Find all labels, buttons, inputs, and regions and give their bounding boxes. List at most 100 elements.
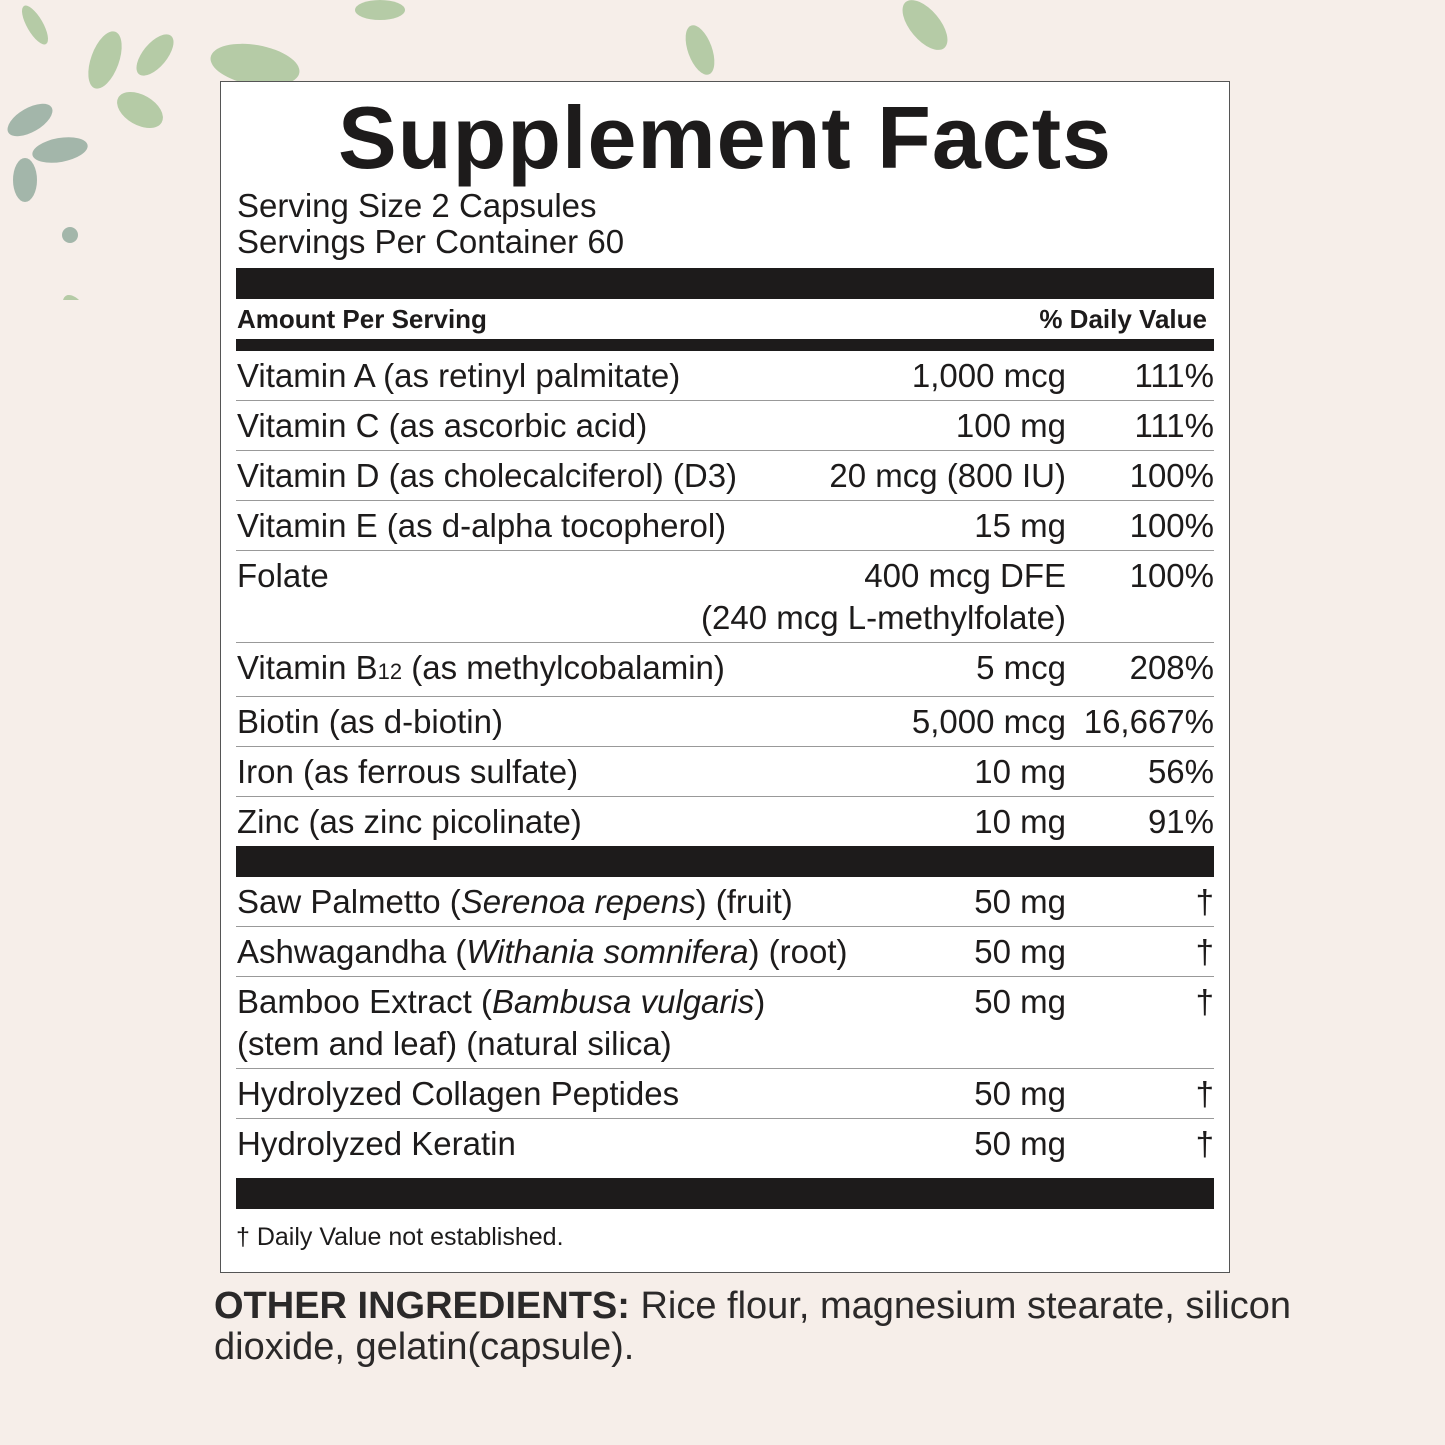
serving-size: Serving Size 2 Capsules (237, 187, 597, 224)
ingredient-name-part: Iron (as ferrous sulfate) (237, 753, 579, 790)
ingredient-name-part: Serenoa repens (460, 883, 696, 920)
amount-line: 50 mg (974, 1075, 1066, 1112)
ingredient-daily-value: † (1195, 1125, 1214, 1162)
ingredient-daily-value: 208% (1129, 649, 1214, 686)
footnote: † Daily Value not established. (236, 1223, 564, 1251)
ingredient-name-part: Vitamin C (as ascorbic acid) (237, 407, 648, 444)
ingredient-name: Hydrolyzed Collagen Peptides (237, 1073, 974, 1115)
ingredient-name: Zinc (as zinc picolinate) (237, 801, 974, 843)
ingredient-amount: 5 mcg (976, 647, 1066, 693)
ingredient-name-part: Hydrolyzed Keratin (237, 1125, 516, 1162)
amount-per-serving-label: Amount Per Serving (237, 303, 487, 334)
ingredient-name-part: ) (fruit) (695, 883, 793, 920)
ingredient-name-part: Ashwagandha ( (237, 933, 467, 970)
ingredient-name: Biotin (as d-biotin) (237, 701, 912, 743)
divider-thick (236, 268, 1214, 299)
table-row: Folate 400 mcg DFE (240 mcg L-methylfolate… (236, 551, 1214, 643)
ingredient-amount: 50 mg (974, 881, 1066, 923)
ingredient-name: Bamboo Extract (Bambusa vulgaris) (stem a… (237, 981, 974, 1065)
ingredient-name-part: 12 (377, 659, 403, 684)
ingredient-amount: 1,000 mcg (912, 355, 1066, 397)
table-row: Ashwagandha (Withania somnifera) (root) 5… (236, 927, 1214, 977)
ingredient-name: Hydrolyzed Keratin (237, 1123, 974, 1165)
ingredient-name: Ashwagandha (Withania somnifera) (root) (237, 931, 974, 973)
amount-line: 50 mg (974, 1125, 1066, 1162)
other-ingredients-text: Rice flour, magnesium stearate, silicon … (214, 1285, 1291, 1368)
ingredient-name-part: Vitamin D (as cholecalciferol) (D3) (237, 457, 738, 494)
amount-line: 20 mcg (800 IU) (829, 457, 1066, 494)
ingredient-amount: 10 mg (974, 751, 1066, 793)
ingredient-daily-value: 111% (1134, 357, 1214, 394)
table-row: Zinc (as zinc picolinate) 10 mg 91% (236, 797, 1214, 846)
ingredient-name-part: Vitamin E (as d-alpha tocopherol) (237, 507, 727, 544)
amount-line: 50 mg (974, 883, 1066, 920)
ingredient-name-part: ) (root) (748, 933, 848, 970)
amount-line: 5 mcg (976, 649, 1066, 686)
amount-line: 1,000 mcg (911, 357, 1066, 394)
ingredient-name-part: Hydrolyzed Collagen Peptides (237, 1075, 680, 1112)
table-row: Bamboo Extract (Bambusa vulgaris) (stem a… (236, 977, 1214, 1069)
ingredient-daily-value: 16,667% (1083, 703, 1214, 740)
ingredient-daily-value: 100% (1129, 507, 1214, 544)
ingredient-name-part: Vitamin B (237, 649, 378, 686)
table-header: Amount Per Serving % Daily Value (236, 299, 1214, 339)
table-row: Vitamin D (as cholecalciferol) (D3) 20 mc… (236, 451, 1214, 501)
ingredient-name-part: Saw Palmetto ( (237, 883, 461, 920)
ingredient-name-part: (as methylcobalamin) (402, 649, 725, 686)
table-row: Hydrolyzed Collagen Peptides 50 mg † (236, 1069, 1214, 1119)
ingredient-name-part: (stem and leaf) (natural silica) (237, 1025, 672, 1062)
ingredient-amount: 10 mg (974, 801, 1066, 843)
ingredient-amount: 50 mg (974, 1073, 1066, 1115)
ingredient-name: Vitamin E (as d-alpha tocopherol) (237, 505, 974, 547)
ingredient-name: Vitamin C (as ascorbic acid) (237, 405, 956, 447)
ingredient-name-part: Bambusa vulgaris (491, 983, 755, 1020)
ingredient-name: Saw Palmetto (Serenoa repens) (fruit) (237, 881, 974, 923)
ingredient-daily-value: † (1195, 1075, 1214, 1112)
ingredient-amount: 50 mg (974, 1123, 1066, 1165)
ingredient-daily-value: † (1195, 933, 1214, 970)
ingredient-daily-value: 100% (1129, 457, 1214, 494)
ingredient-name-part: Zinc (as zinc picolinate) (237, 803, 582, 840)
ingredient-name: Iron (as ferrous sulfate) (237, 751, 974, 793)
amount-line: (240 mcg L-methylfolate) (701, 599, 1066, 636)
divider-medium (236, 339, 1214, 351)
ingredient-name-part: Bamboo Extract ( (237, 983, 492, 1020)
ingredient-amount: 400 mcg DFE (240 mcg L-methylfolate) (701, 555, 1066, 639)
ingredient-daily-value: 91% (1147, 803, 1214, 840)
table-row: Biotin (as d-biotin) 5,000 mcg 16,667% (236, 697, 1214, 747)
ingredient-daily-value: 111% (1134, 407, 1214, 444)
ingredient-name-part: Withania somnifera (466, 933, 749, 970)
amount-line: 100 mg (955, 407, 1066, 444)
amount-line: 10 mg (974, 803, 1066, 840)
ingredient-name: Vitamin A (as retinyl palmitate) (237, 355, 912, 397)
amount-line: 50 mg (974, 983, 1066, 1020)
divider-thick (236, 1178, 1214, 1209)
table-row: Vitamin E (as d-alpha tocopherol) 15 mg 10… (236, 501, 1214, 551)
table-row: Iron (as ferrous sulfate) 10 mg 56% (236, 747, 1214, 797)
table-row: Vitamin B12 (as methylcobalamin) 5 mcg 208… (236, 643, 1214, 697)
other-ingredients-label: OTHER INGREDIENTS: (214, 1285, 630, 1327)
ingredient-name-part: Folate (237, 557, 329, 594)
ingredient-name-part: ) (754, 983, 766, 1020)
amount-line: 400 mcg DFE (864, 557, 1066, 594)
table-row: Vitamin A (as retinyl palmitate) 1,000 mc… (236, 351, 1214, 401)
daily-value-label: % Daily Value (1039, 303, 1207, 334)
ingredient-name-part: Biotin (as d-biotin) (237, 703, 503, 740)
decorative-leaves (7, 0, 948, 300)
vitamins-list: Vitamin A (as retinyl palmitate) 1,000 mc… (236, 351, 1214, 846)
ingredient-amount: 100 mg (956, 405, 1066, 447)
divider-thick (236, 846, 1214, 877)
ingredient-daily-value: 56% (1147, 753, 1214, 790)
table-row: Hydrolyzed Keratin 50 mg † (236, 1119, 1214, 1168)
table-row: Vitamin C (as ascorbic acid) 100 mg 111% (236, 401, 1214, 451)
ingredient-amount: 5,000 mcg (912, 701, 1066, 743)
ingredient-daily-value: 100% (1129, 557, 1214, 594)
amount-line: 50 mg (974, 933, 1066, 970)
ingredient-name: Vitamin D (as cholecalciferol) (D3) (237, 455, 829, 497)
ingredient-name: Folate (237, 555, 701, 639)
ingredient-amount: 50 mg (974, 931, 1066, 973)
supplement-facts-panel: Supplement Facts Serving Size 2 Capsules… (220, 81, 1230, 1273)
ingredient-amount: 50 mg (974, 981, 1066, 1065)
servings-per-container: Servings Per Container 60 (237, 223, 625, 260)
ingredient-daily-value: † (1195, 983, 1214, 1020)
